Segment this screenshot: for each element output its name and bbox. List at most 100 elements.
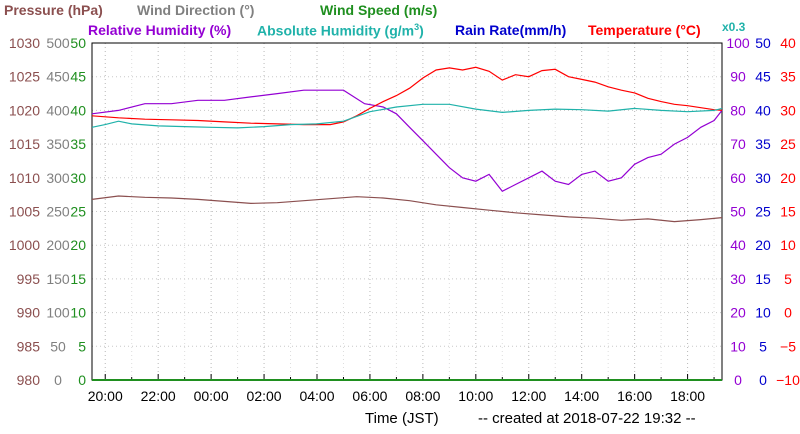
y-tick-label-temp: −5 <box>780 338 796 354</box>
y-tick-label-pressure: 990 <box>17 305 41 321</box>
y-tick-label-temp: 15 <box>780 204 796 220</box>
y-tick-label-wind-speed: 30 <box>70 170 86 186</box>
x-axis-label: Time (JST) <box>365 410 439 427</box>
y-tick-label-temp: 30 <box>780 102 796 118</box>
x-tick-label: 06:00 <box>352 388 387 404</box>
y-tick-label-pressure: 985 <box>17 338 41 354</box>
legend-rain-rate: Rain Rate(mm/h) <box>455 22 567 38</box>
y-tick-label-rain: 25 <box>755 204 771 220</box>
x-tick-label: 16:00 <box>617 388 652 404</box>
created-note: -- created at 2018-07-22 19:32 -- <box>478 410 696 427</box>
y-tick-label-wind-dir: 500 <box>46 35 70 51</box>
y-tick-label-wind-dir: 250 <box>46 204 70 220</box>
x-tick-label: 10:00 <box>458 388 493 404</box>
legend-pressure: Pressure (hPa) <box>4 2 103 18</box>
x-tick-label: 12:00 <box>511 388 546 404</box>
x-tick-label: 18:00 <box>670 388 705 404</box>
y-tick-label-rel-hum: 10 <box>730 338 746 354</box>
y-tick-label-wind-dir: 150 <box>46 271 70 287</box>
y-tick-label-rain: 35 <box>755 136 771 152</box>
y-tick-label-temp: 5 <box>784 271 792 287</box>
y-tick-label-rain: 15 <box>755 271 771 287</box>
axis-tick-labels: 20:00 22:00 00:00 02:00 04:00 06:00 08:00 10:00… <box>9 35 800 404</box>
legend-absolute-humidity-sup: 3 <box>414 22 420 32</box>
legend-wind-speed: Wind Speed (m/s) <box>320 2 438 18</box>
y-tick-label-wind-dir: 50 <box>50 338 66 354</box>
x-tick-label: 20:00 <box>88 388 123 404</box>
y-tick-label-rain: 50 <box>755 35 771 51</box>
y-tick-label-temp: 20 <box>780 170 796 186</box>
y-tick-label-wind-dir: 300 <box>46 170 70 186</box>
y-tick-label-rel-hum: 70 <box>730 136 746 152</box>
y-tick-label-wind-speed: 5 <box>78 338 86 354</box>
y-tick-label-rain: 20 <box>755 237 771 253</box>
y-tick-label-rel-hum: 30 <box>730 271 746 287</box>
legend-absolute-humidity: Absolute Humidity (g/m3) <box>257 22 424 39</box>
y-tick-label-pressure: 1030 <box>9 35 40 51</box>
y-tick-label-wind-dir: 0 <box>54 372 62 388</box>
y-tick-label-pressure: 1010 <box>9 170 40 186</box>
y-tick-label-rain: 5 <box>759 338 767 354</box>
x-tick-label: 14:00 <box>564 388 599 404</box>
y-tick-label-pressure: 1025 <box>9 69 40 85</box>
y-tick-label-wind-speed: 25 <box>70 204 86 220</box>
y-tick-label-wind-dir: 100 <box>46 305 70 321</box>
x-tick-label: 04:00 <box>299 388 334 404</box>
y-tick-label-rel-hum: 60 <box>730 170 746 186</box>
y-tick-label-wind-dir: 350 <box>46 136 70 152</box>
y-tick-label-rel-hum: 100 <box>726 35 750 51</box>
x-tick-label: 02:00 <box>247 388 282 404</box>
legend-relative-humidity: Relative Humidity (%) <box>88 22 232 38</box>
y-tick-label-rel-hum: 40 <box>730 237 746 253</box>
series-pressure <box>91 195 723 223</box>
y-tick-label-wind-speed: 20 <box>70 237 86 253</box>
plot-border <box>91 42 723 381</box>
y-tick-label-wind-speed: 15 <box>70 271 86 287</box>
y-tick-label-wind-speed: 45 <box>70 69 86 85</box>
y-tick-label-rel-hum: 0 <box>734 372 742 388</box>
legend-temperature: Temperature (°C) <box>588 22 701 38</box>
y-tick-label-rel-hum: 90 <box>730 69 746 85</box>
y-tick-label-rain: 40 <box>755 102 771 118</box>
y-tick-label-temp: 10 <box>780 237 796 253</box>
y-tick-label-pressure: 1015 <box>9 136 40 152</box>
y-tick-label-pressure: 1005 <box>9 204 40 220</box>
y-tick-label-wind-speed: 40 <box>70 102 86 118</box>
y-tick-label-temp: 25 <box>780 136 796 152</box>
y-tick-label-wind-speed: 35 <box>70 136 86 152</box>
y-tick-label-rain: 45 <box>755 69 771 85</box>
y-tick-label-pressure: 1000 <box>9 237 40 253</box>
y-tick-label-temp: 0 <box>784 305 792 321</box>
y-tick-label-wind-speed: 10 <box>70 305 86 321</box>
y-tick-label-rel-hum: 80 <box>730 102 746 118</box>
legend-wind-direction: Wind Direction (°) <box>137 2 255 18</box>
x-tick-label: 00:00 <box>194 388 229 404</box>
y-tick-label-pressure: 980 <box>17 372 41 388</box>
series-lines <box>91 66 723 381</box>
series-rel-hum <box>91 89 723 193</box>
y-tick-label-wind-speed: 0 <box>78 372 86 388</box>
y-tick-label-pressure: 1020 <box>9 102 40 118</box>
legend-absolute-humidity-text: Absolute Humidity (g/m <box>257 22 415 39</box>
y-tick-label-wind-dir: 450 <box>46 69 70 85</box>
x-tick-label: 22:00 <box>141 388 176 404</box>
y-tick-label-wind-speed: 50 <box>70 35 86 51</box>
y-tick-label-rain: 0 <box>759 372 767 388</box>
y-tick-label-pressure: 995 <box>17 271 41 287</box>
y-tick-label-wind-dir: 400 <box>46 102 70 118</box>
y-tick-label-temp: −10 <box>776 372 800 388</box>
plot-frame <box>91 42 723 381</box>
y-tick-label-rain: 30 <box>755 170 771 186</box>
y-tick-label-rain: 10 <box>755 305 771 321</box>
legend-absolute-humidity-suffix: ) <box>419 22 424 39</box>
series-temp <box>91 66 723 126</box>
grid <box>92 42 722 381</box>
y-tick-label-temp: 40 <box>780 35 796 51</box>
y-tick-label-rel-hum: 20 <box>730 305 746 321</box>
y-tick-label-rel-hum: 50 <box>730 204 746 220</box>
absolute-humidity-scale-note: x0.3 <box>722 20 746 34</box>
y-tick-label-temp: 35 <box>780 69 796 85</box>
series-abs-hum <box>91 103 723 129</box>
x-tick-label: 08:00 <box>405 388 440 404</box>
